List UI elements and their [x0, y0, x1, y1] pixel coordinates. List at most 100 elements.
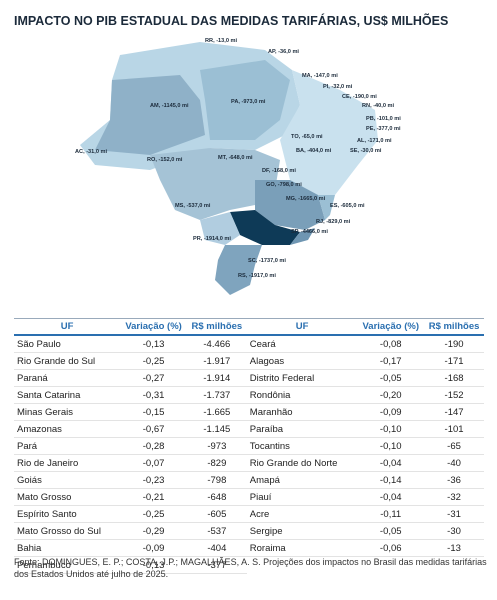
state-label: MG, -1665,0 mi [286, 196, 326, 202]
state-label: AL, -171,0 mi [357, 138, 392, 144]
state-label: SC, -1737,0 mi [248, 258, 286, 264]
state-label: SE, -30,0 mi [350, 148, 382, 154]
cell: -147 [424, 403, 484, 421]
row: Mato Grosso -0,21 -648 Piauí -0,04 -32 [14, 488, 484, 506]
cell: Amazonas [14, 420, 121, 438]
state-label: MT, -648,0 mi [218, 155, 253, 161]
cell: -0,10 [357, 437, 425, 455]
cell: -0,15 [120, 403, 187, 421]
cell: São Paulo [14, 335, 121, 353]
cell: Sergipe [246, 522, 358, 540]
cell: -40 [424, 454, 484, 472]
header-cell: R$ milhões [186, 318, 247, 336]
row: Amazonas -0,67 -1.145 Paraíba -0,10 -101 [14, 420, 484, 438]
cell: -0,11 [357, 505, 425, 523]
center-west [150, 148, 280, 220]
cell: -0,06 [357, 539, 425, 557]
amazonas [95, 75, 205, 155]
cell: -0,09 [120, 539, 187, 557]
row: Pernambuco -0,13 -377 [14, 556, 484, 574]
cell: -168 [424, 369, 484, 387]
cell: -0,07 [120, 454, 187, 472]
state-label: AM, -1145,0 mi [150, 103, 189, 109]
state-label: MS, -537,0 mi [175, 203, 211, 209]
state-label: PB, -101,0 mi [366, 116, 401, 122]
cell: -0,17 [357, 352, 425, 370]
cell: Tocantins [246, 437, 358, 455]
mato-grosso-sul [200, 212, 240, 245]
cell: -648 [186, 488, 247, 506]
para [200, 60, 290, 140]
state-label: RJ, -829,0 mi [316, 219, 351, 225]
cell: -0,05 [357, 369, 425, 387]
state-label: PA, -973,0 mi [231, 99, 266, 105]
cell: -1.665 [186, 403, 247, 421]
cell: Paraíba [246, 420, 358, 438]
state-label: TO, -65,0 mi [291, 134, 323, 140]
state-label: GO, -798,0 mi [266, 182, 302, 188]
cell: -0,21 [120, 488, 187, 506]
row: Santa Catarina -0,31 -1.737 Rondônia -0,20 -1… [14, 386, 484, 404]
cell: -0,10 [357, 420, 425, 438]
cell: -0,25 [120, 505, 187, 523]
header-cell: UF [14, 318, 121, 336]
cell: -190 [424, 335, 484, 353]
sao-paulo [230, 210, 300, 245]
cell: -973 [186, 437, 247, 455]
cell: Rio de Janeiro [14, 454, 121, 472]
cell: -0,05 [357, 522, 425, 540]
northeast [280, 70, 378, 205]
state-label: RS, -1917,0 mi [238, 273, 276, 279]
map: RR, -13,0 mi AP, -36,0 mi MA, -147,0 mi PI,… [75, 38, 401, 295]
cell: -0,31 [120, 386, 187, 404]
cell: Mato Grosso do Sul [14, 522, 121, 540]
table: UF Variação (%) R$ milhões UF Variação (%) R$… [14, 318, 484, 574]
state-label: RO, -152,0 mi [147, 157, 183, 163]
state-label: CE, -190,0 mi [342, 94, 377, 100]
cell: -65 [424, 437, 484, 455]
cell: -0,13 [120, 335, 187, 353]
row: Rio Grande do Sul -0,25 -1.917 Alagoas -0,17… [14, 352, 484, 370]
header-cell: Variação (%) [120, 318, 187, 336]
cell: -829 [186, 454, 247, 472]
cell: Mato Grosso [14, 488, 121, 506]
cell: -171 [424, 352, 484, 370]
cell: -101 [424, 420, 484, 438]
cell: Pará [14, 437, 121, 455]
cell: -0,23 [120, 471, 187, 489]
cell: -31 [424, 505, 484, 523]
south [215, 245, 262, 295]
espirito-santo [318, 195, 335, 220]
row: Minas Gerais -0,15 -1.665 Maranhão -0,09 -147 [14, 403, 484, 421]
state-label: RN, -40,0 mi [362, 103, 394, 109]
cell: -0,25 [120, 352, 187, 370]
cell: Goiás [14, 471, 121, 489]
header-cell: UF [246, 318, 358, 336]
cell: -13 [424, 539, 484, 557]
cell: -0,20 [357, 386, 425, 404]
cell: -32 [424, 488, 484, 506]
cell: -36 [424, 471, 484, 489]
state-label: AC, -31,0 mi [75, 149, 107, 155]
row: Mato Grosso do Sul -0,29 -537 Sergipe -0,05-… [14, 522, 484, 540]
cell: Acre [246, 505, 358, 523]
cell: -0,29 [120, 522, 187, 540]
row: Paraná -0,27 -1.914 Distrito Federal -0,05 -1… [14, 369, 484, 387]
state-label: BA, -404,0 mi [296, 148, 332, 154]
row: Espírito Santo -0,25 -605 Acre -0,11 -31 [14, 505, 484, 523]
cell: Bahia [14, 539, 121, 557]
cell: Rio Grande do Norte [246, 454, 358, 472]
row: Rio de Janeiro -0,07 -829 Rio Grande do Nor… [14, 454, 484, 472]
cell: -0,13 [120, 556, 187, 574]
cell: -404 [186, 539, 247, 557]
cell: Pernambuco [14, 556, 121, 574]
cell: Amapá [246, 471, 358, 489]
cell: Maranhão [246, 403, 358, 421]
cell: -0,67 [120, 420, 187, 438]
state-label: PE, -377,0 mi [366, 126, 401, 132]
cell: Distrito Federal [246, 369, 358, 387]
state-label: MA, -147,0 mi [302, 73, 338, 79]
cell: -1.737 [186, 386, 247, 404]
header-cell: Variação (%) [357, 318, 425, 336]
